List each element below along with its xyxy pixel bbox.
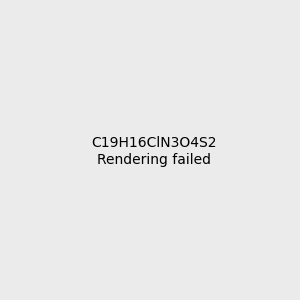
Text: C19H16ClN3O4S2
Rendering failed: C19H16ClN3O4S2 Rendering failed	[91, 136, 217, 166]
